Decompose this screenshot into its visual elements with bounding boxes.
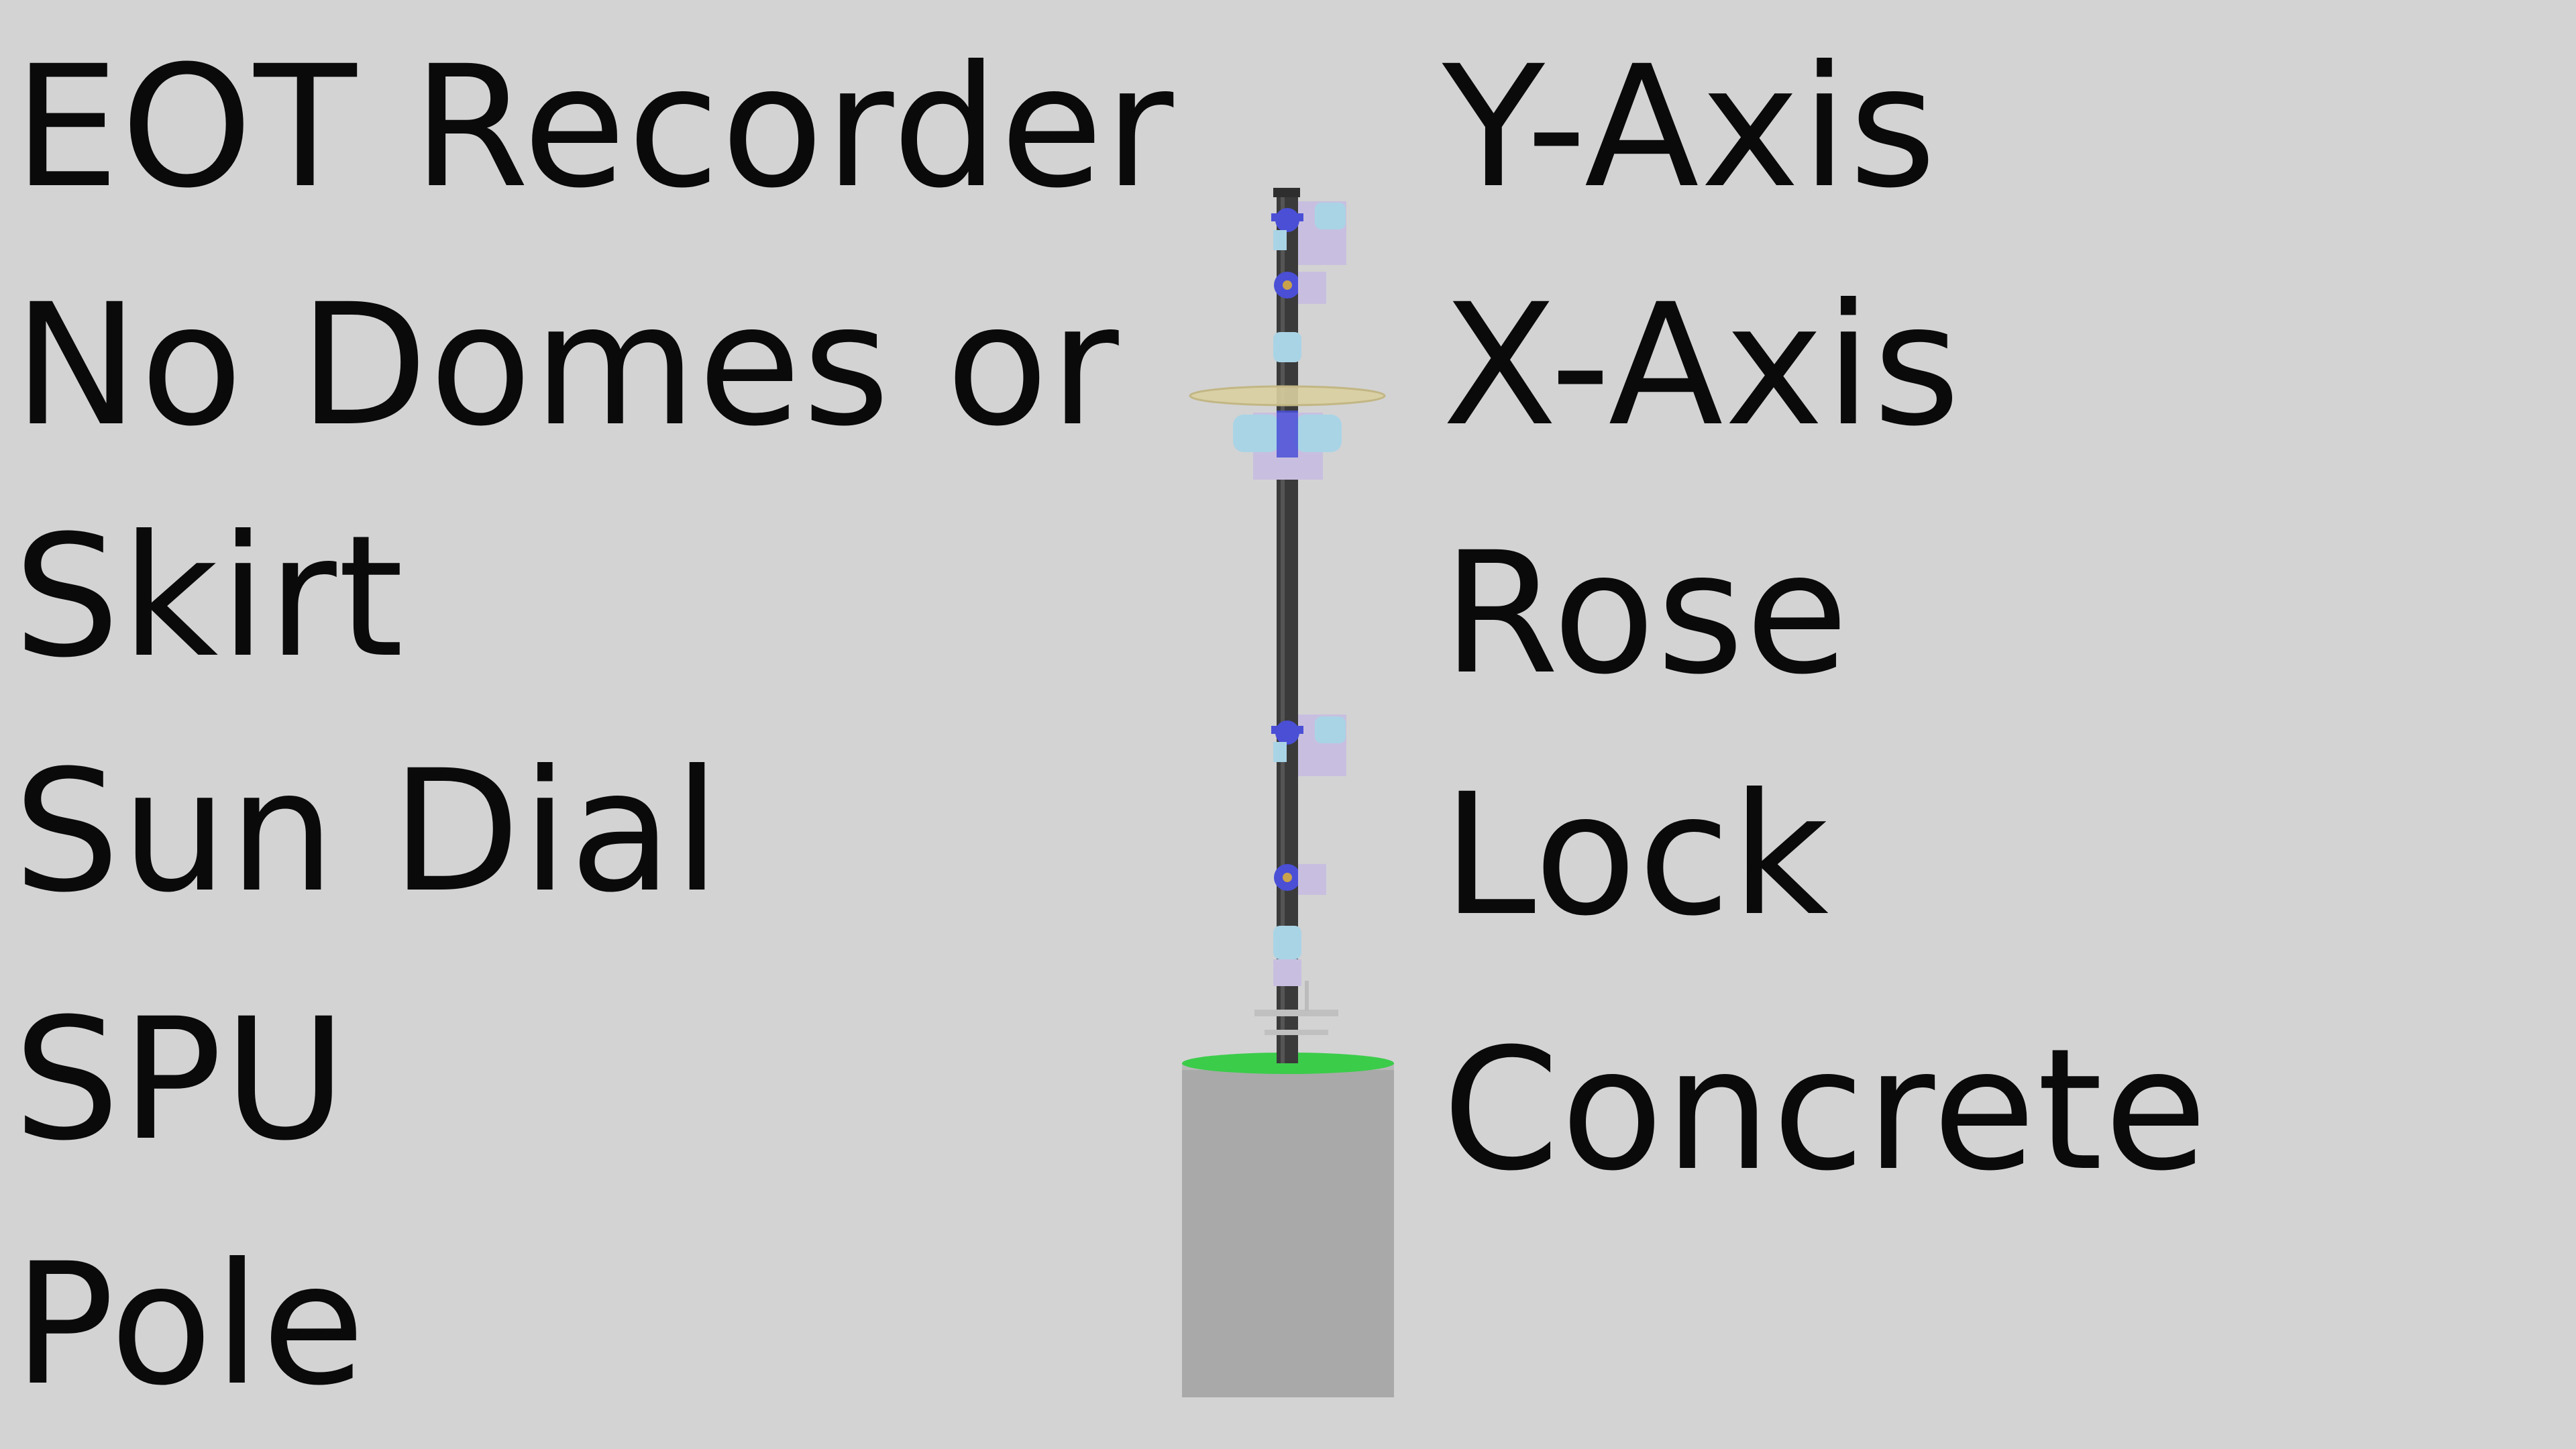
spu-cyan-left <box>1233 415 1280 452</box>
label-pole: Pole <box>13 1227 367 1422</box>
label-spu: SPU <box>13 982 348 1177</box>
upper-bearing-2-core <box>1283 280 1292 290</box>
label-no-domes-or: No Domes or <box>13 268 1120 463</box>
lock-bracket <box>1254 1010 1338 1016</box>
upper-cyan-1 <box>1315 203 1346 229</box>
lock-pin <box>1305 981 1309 1011</box>
label-lock: Lock <box>1442 757 1831 953</box>
pole-cap <box>1273 188 1300 197</box>
upper-cyan-2 <box>1273 230 1287 250</box>
concrete-block <box>1182 1063 1394 1397</box>
label-sun-dial: Sun Dial <box>13 734 722 929</box>
pole-highlight <box>1281 191 1285 1063</box>
upper-housing-2 <box>1298 272 1326 304</box>
label-concrete: Concrete <box>1442 1012 2209 1208</box>
lower-cyan-1 <box>1315 716 1346 743</box>
lower-housing-2 <box>1298 864 1326 895</box>
lower-bearing-1-bar <box>1271 726 1303 734</box>
sun-dial-disc <box>1190 386 1385 405</box>
upper-bearing-1-bar <box>1271 213 1303 221</box>
label-y-axis: Y-Axis <box>1442 30 1938 225</box>
label-skirt: Skirt <box>13 499 405 694</box>
label-rose: Rose <box>1442 516 1850 711</box>
label-eot-recorder: EOT Recorder <box>13 30 1175 225</box>
spu-center <box>1277 411 1298 458</box>
lower-housing-3 <box>1273 959 1301 986</box>
spu-cyan-right <box>1295 415 1342 452</box>
sun-dial-disc-rim <box>1189 385 1386 407</box>
lower-cyan-3 <box>1273 926 1301 959</box>
label-x-axis: X-Axis <box>1442 268 1962 463</box>
lock-bracket-lower <box>1265 1030 1328 1035</box>
upper-cyan-3 <box>1273 332 1301 362</box>
lower-bearing-2-core <box>1283 873 1292 882</box>
lower-cyan-2 <box>1273 742 1287 762</box>
